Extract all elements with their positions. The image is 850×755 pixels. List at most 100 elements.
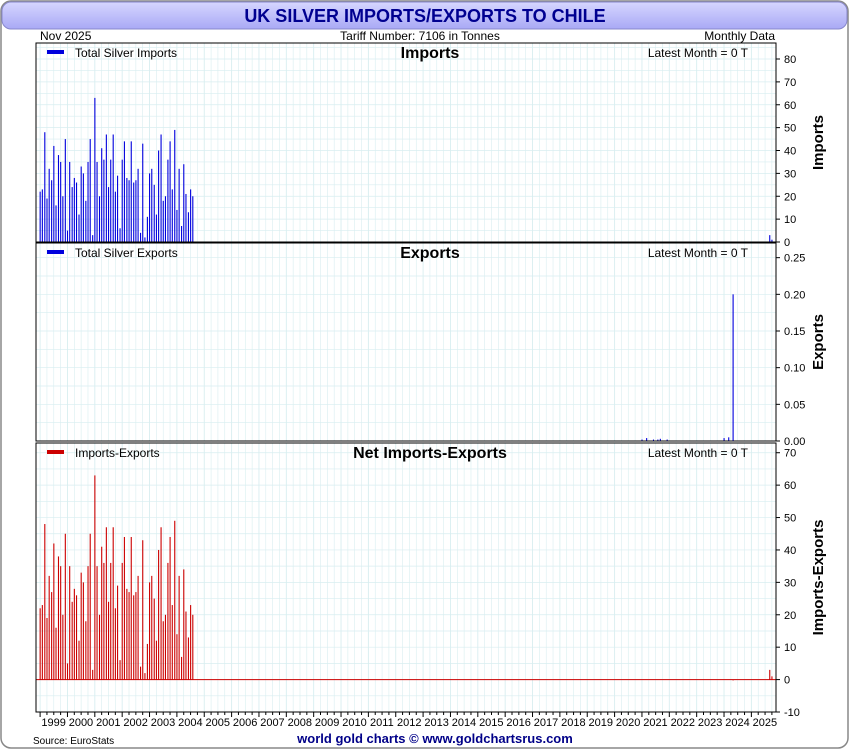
imports-bar — [103, 159, 105, 242]
imports-bar — [130, 141, 132, 242]
imports-bar — [107, 187, 110, 242]
net-ytick-label: 30 — [784, 577, 796, 589]
net-bar — [101, 546, 103, 680]
net-ytick-label: 0 — [784, 675, 790, 687]
net-bar — [39, 608, 41, 680]
net-bar — [135, 592, 137, 680]
imports-bar — [123, 141, 125, 242]
imports-bar — [62, 196, 64, 242]
x-tick-label: 2000 — [69, 717, 93, 729]
net-bar — [94, 475, 96, 680]
net-bar — [192, 614, 194, 680]
net-bar — [732, 679, 734, 681]
imports-bar — [114, 191, 116, 242]
x-tick-label: 1999 — [41, 717, 65, 729]
net-bar — [130, 536, 132, 680]
exports-bar — [728, 437, 730, 441]
imports-bar — [162, 200, 164, 242]
net-bar — [64, 533, 66, 680]
imports-bar — [101, 148, 103, 242]
imports-bar — [69, 161, 71, 242]
header-frequency: Monthly Data — [704, 29, 775, 43]
exports-legend-swatch — [47, 250, 64, 254]
net-panel: -10 0 10 20 30 40 50 60 70 Imports-Exports Net Imp… — [35, 442, 827, 719]
imports-bar — [92, 235, 94, 242]
net-bar — [178, 575, 180, 680]
net-ytick-label: 40 — [784, 545, 796, 557]
net-bar — [128, 592, 130, 680]
net-ylabel: Imports-Exports — [810, 520, 827, 636]
imports-bar — [44, 132, 46, 242]
imports-ytick-label: 50 — [784, 123, 796, 135]
imports-bar — [41, 189, 43, 242]
net-bar — [190, 605, 192, 680]
net-bar — [162, 621, 164, 680]
net-bar — [176, 634, 178, 680]
imports-bar — [82, 173, 84, 242]
imports-bar — [149, 173, 151, 242]
net-ytick-label: 50 — [784, 513, 796, 525]
imports-ytick-label: 80 — [784, 54, 796, 66]
imports-bar — [128, 180, 130, 242]
x-tick-label: 2011 — [370, 717, 394, 729]
net-bar — [160, 527, 162, 680]
imports-bar — [137, 168, 139, 242]
imports-bar — [48, 168, 50, 242]
imports-bar — [73, 177, 75, 242]
x-tick-label: 2020 — [616, 717, 640, 729]
header-tariff: Tariff Number: 7106 in Tonnes — [340, 29, 500, 43]
net-legend-label: Imports-Exports — [75, 446, 160, 460]
imports-ytick-label: 30 — [784, 168, 796, 180]
net-ytick-label: 10 — [784, 642, 796, 654]
imports-legend-label: Total Silver Imports — [75, 46, 177, 60]
imports-bar — [192, 196, 194, 242]
imports-bar — [771, 239, 773, 242]
x-tick-label: 2004 — [178, 717, 202, 729]
imports-bar — [119, 228, 121, 242]
imports-panel-border — [35, 42, 777, 243]
imports-bar — [190, 189, 192, 242]
footer-credit: world gold charts © www.goldchartsrus.co… — [296, 731, 573, 746]
x-tick-label: 2015 — [479, 717, 503, 729]
net-bar — [183, 569, 185, 680]
net-bar — [149, 582, 151, 680]
x-tick-label: 2014 — [452, 717, 476, 729]
exports-ytick-label: 0.20 — [784, 289, 805, 301]
net-bar — [112, 527, 114, 680]
imports-bar — [53, 145, 55, 242]
net-bar — [46, 618, 48, 680]
imports-legend-swatch — [47, 50, 64, 54]
net-bar — [96, 566, 98, 680]
exports-ytick-label: 0.25 — [784, 253, 805, 265]
net-bar — [71, 601, 73, 680]
imports-bar — [176, 209, 178, 242]
imports-bar — [155, 214, 157, 242]
title-bar — [1, 1, 848, 30]
exports-ytick-label: 0.00 — [784, 436, 805, 448]
header-date: Nov 2025 — [40, 29, 92, 43]
x-tick-label: 2009 — [315, 717, 339, 729]
x-tick-label: 2024 — [725, 717, 749, 729]
chart-title: UK SILVER IMPORTS/EXPORTS TO CHILE — [244, 6, 605, 26]
net-bar — [57, 556, 60, 680]
footer-source: Source: EuroStats — [33, 736, 114, 747]
net-bar — [171, 605, 173, 680]
x-tick-label: 2023 — [698, 717, 722, 729]
net-latest-month: Latest Month = 0 T — [648, 446, 749, 460]
exports-bar — [641, 439, 643, 441]
imports-bar — [94, 97, 96, 243]
imports-ytick-label: 60 — [784, 100, 796, 112]
net-bar — [133, 595, 135, 680]
x-axis: 1999 2000 2001 2002 2003 2004 2005 2006 2007 2008… — [39, 712, 777, 729]
exports-bar — [646, 438, 648, 441]
net-bar — [55, 627, 57, 680]
exports-panel-title: Exports — [400, 245, 460, 262]
net-bar — [87, 566, 89, 680]
net-ytick-label: 70 — [784, 448, 796, 460]
net-bar — [169, 536, 171, 680]
imports-bar — [57, 155, 60, 242]
imports-bar — [174, 129, 176, 242]
imports-ytick-label: 40 — [784, 146, 796, 158]
imports-bar — [66, 230, 69, 242]
